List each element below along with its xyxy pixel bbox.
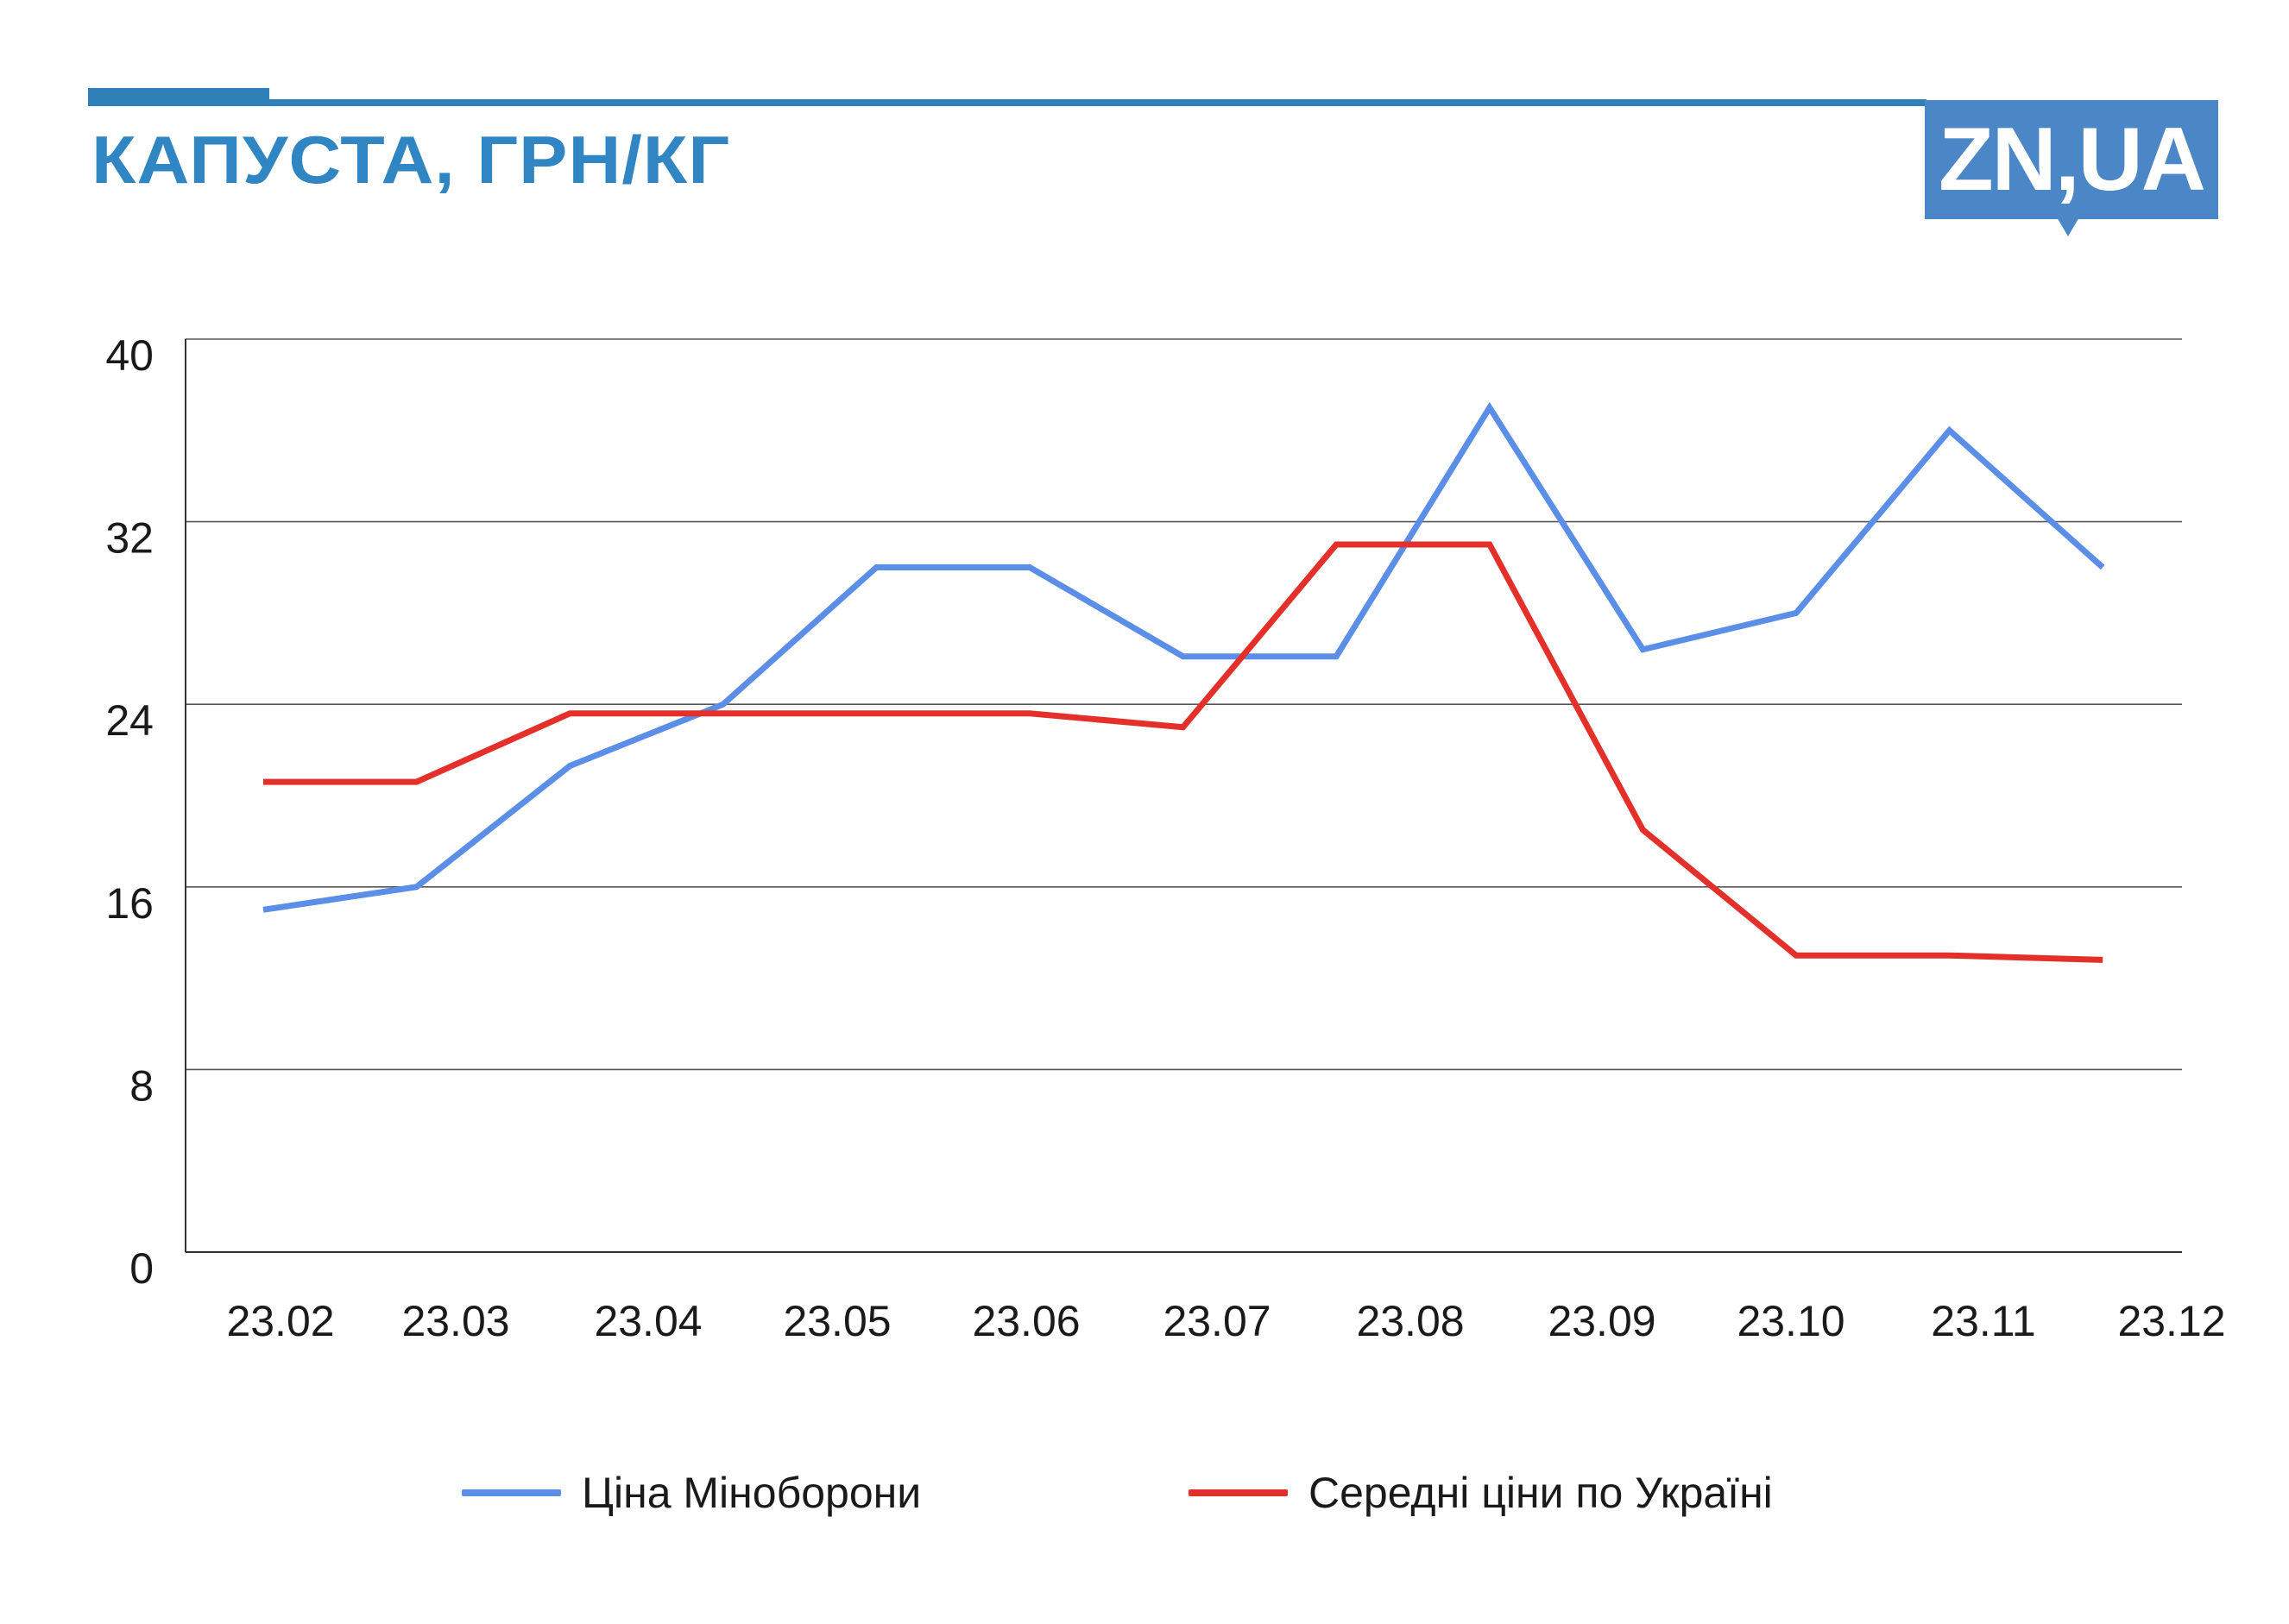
- header-rule-accent: [88, 88, 269, 106]
- x-tick-label: 23.09: [1548, 1297, 1655, 1345]
- zn-ua-logo: ZN,UA: [1925, 100, 2218, 219]
- x-tick-label: 23.12: [2117, 1297, 2225, 1345]
- x-tick-label: 23.07: [1163, 1297, 1271, 1345]
- logo-speech-tail: [2056, 216, 2080, 236]
- legend-item-ukraine: Середні ціни по Україні: [1189, 1458, 1773, 1527]
- series-line-ministry: [262, 401, 2105, 913]
- series-lines: [262, 401, 2105, 963]
- legend: Ціна Міноборони Середні ціни по Україні: [0, 1458, 2289, 1527]
- x-tick-label: 23.03: [401, 1297, 509, 1345]
- x-tick-label: 23.10: [1737, 1297, 1844, 1345]
- header-rule: [88, 99, 1926, 106]
- x-tick-label: 23.05: [783, 1297, 891, 1345]
- x-tick-label: 23.06: [972, 1297, 1080, 1345]
- y-tick-label: 24: [105, 696, 154, 745]
- x-tick-labels: 23.02 23.03 23.04 23.05 23.06 23.07 23.08 23.09…: [226, 1297, 2225, 1345]
- legend-swatch-ukraine: [1189, 1489, 1288, 1496]
- y-tick-label: 8: [129, 1061, 154, 1110]
- legend-swatch-ministry: [462, 1489, 561, 1496]
- x-tick-label: 23.02: [226, 1297, 334, 1345]
- y-tick-label: 0: [129, 1244, 154, 1293]
- legend-label-ukraine: Середні ціни по Україні: [1308, 1469, 1773, 1517]
- x-tick-label: 23.08: [1356, 1297, 1464, 1345]
- x-tick-label: 23.11: [1931, 1297, 2035, 1345]
- y-tick-label: 16: [105, 879, 154, 928]
- logo-text: ZN,UA: [1939, 110, 2206, 210]
- legend-item-ministry: Ціна Міноборони: [462, 1458, 921, 1527]
- chart-title: КАПУСТА, ГРН/КГ: [91, 122, 731, 198]
- y-tick-labels: 0 8 16 24 32 40: [105, 331, 154, 1293]
- legend-label-ministry: Ціна Міноборони: [582, 1469, 922, 1517]
- y-tick-label: 40: [105, 331, 154, 380]
- x-tick-label: 23.04: [594, 1297, 702, 1345]
- y-tick-label: 32: [105, 514, 154, 563]
- grid-lines: [186, 338, 2182, 1071]
- series-line-ukraine: [263, 541, 2103, 963]
- axes: [185, 339, 2182, 1253]
